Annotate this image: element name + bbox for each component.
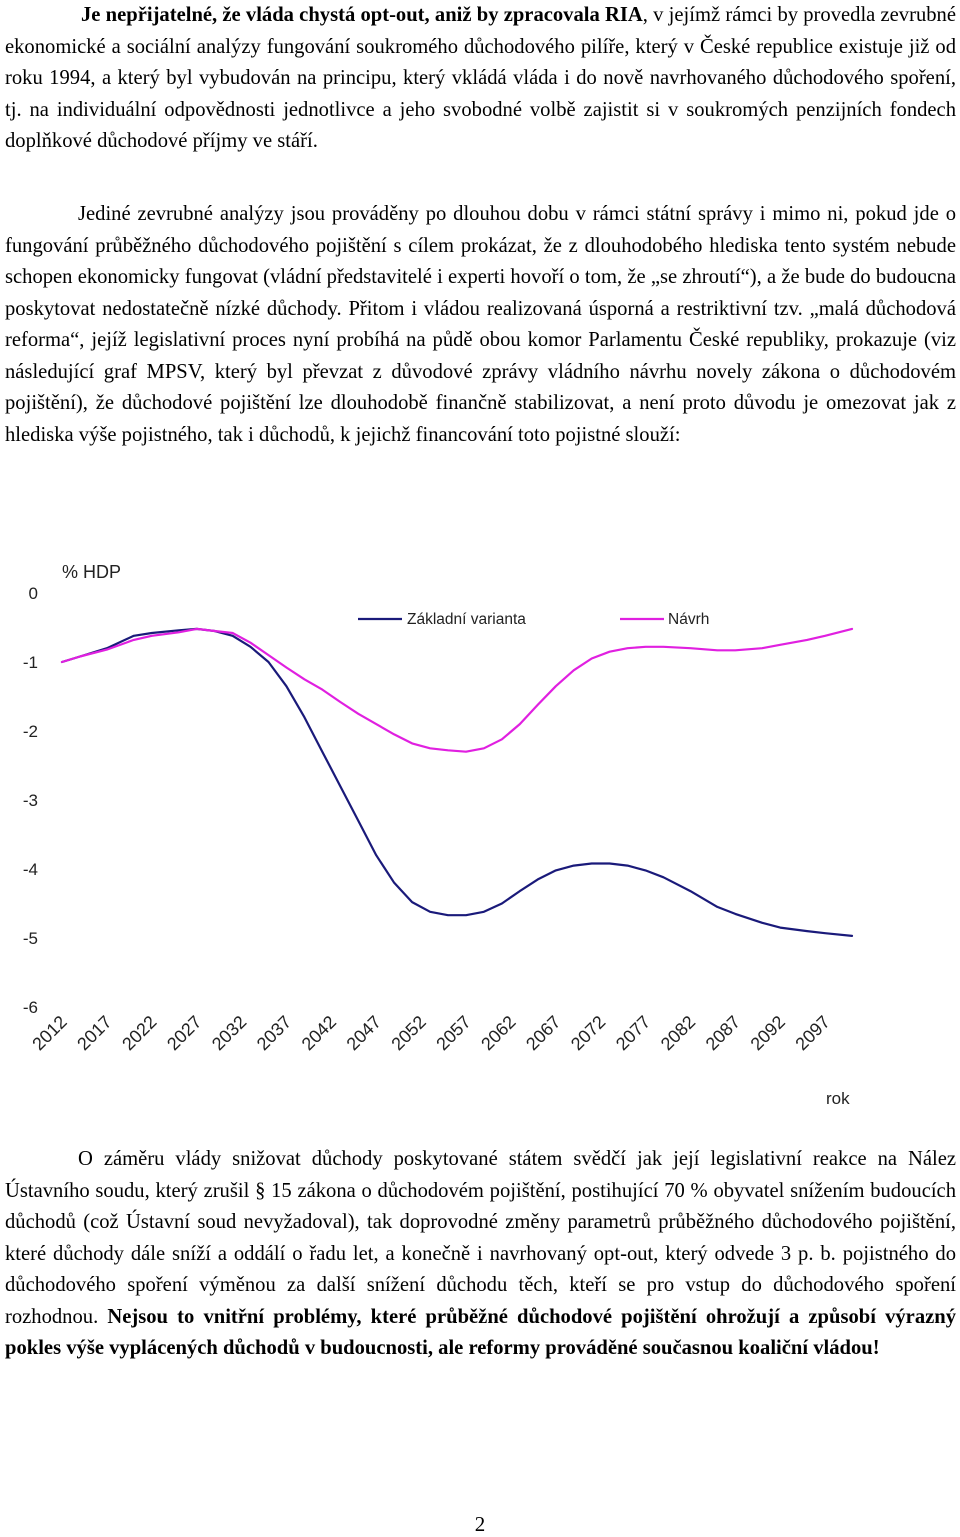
paragraph-conclusion: O záměru vlády snižovat důchody poskytov… bbox=[5, 1144, 956, 1365]
x-tick-label: 2047 bbox=[343, 1012, 385, 1054]
y-tick-label: -5 bbox=[23, 929, 38, 948]
y-tick-labels: 0 -1 -2 -3 -4 -5 -6 bbox=[23, 584, 38, 1017]
x-tick-label: 2062 bbox=[477, 1012, 519, 1054]
legend-label: Základní varianta bbox=[407, 611, 526, 628]
x-tick-label: 2012 bbox=[28, 1012, 70, 1054]
series-line-navrh bbox=[60, 627, 854, 753]
x-tick-label: 2037 bbox=[253, 1012, 295, 1054]
pension-balance-chart: % HDP Základní varianta Návrh 0 -1 -2 -3 -4 -5… bbox=[23, 562, 854, 1108]
paragraph-conclusion-text: O záměru vlády snižovat důchody poskytov… bbox=[5, 1148, 956, 1328]
x-tick-label: 2017 bbox=[73, 1012, 115, 1054]
y-tick-label: -2 bbox=[23, 722, 38, 741]
paragraph-analyses: Jediné zevrubné analýzy jsou prováděny p… bbox=[5, 199, 956, 451]
y-tick-label: -3 bbox=[23, 791, 38, 810]
y-axis-title-label: % HDP bbox=[62, 562, 121, 582]
page-number: 2 bbox=[474, 1512, 486, 1536]
y-tick-label: -6 bbox=[23, 998, 38, 1017]
x-axis-title-label: rok bbox=[826, 1089, 850, 1108]
legend-label: Návrh bbox=[668, 611, 709, 628]
series-lines bbox=[60, 627, 854, 937]
x-tick-label: 2092 bbox=[747, 1012, 789, 1054]
paragraph-ria-text: , v jejímž rámci by provedla zevrubné ek… bbox=[5, 4, 956, 152]
y-tick-label: -4 bbox=[23, 860, 38, 879]
x-tick-label: 2077 bbox=[612, 1012, 654, 1054]
paragraph-conclusion-bold-tail: Nejsou to vnitřní problémy, které průběž… bbox=[5, 1305, 957, 1360]
paragraph-ria: Je nepřijatelné, že vláda chystá opt-out… bbox=[5, 0, 956, 158]
y-axis-title: % HDP bbox=[62, 562, 121, 582]
x-tick-label: 2087 bbox=[702, 1012, 744, 1054]
x-tick-label: 2022 bbox=[118, 1012, 160, 1054]
x-tick-label: 2082 bbox=[657, 1012, 699, 1054]
x-tick-label: 2057 bbox=[432, 1012, 474, 1054]
x-tick-label: 2072 bbox=[567, 1012, 609, 1054]
x-tick-labels: 2012 2017 2022 2027 2032 2037 2042 2047 2052 2057… bbox=[28, 1012, 834, 1054]
x-tick-label: 2067 bbox=[522, 1012, 564, 1054]
x-tick-label: 2042 bbox=[298, 1012, 340, 1054]
x-tick-label: 2097 bbox=[791, 1012, 833, 1054]
x-axis-title: rok bbox=[826, 1089, 850, 1108]
y-tick-label: -1 bbox=[23, 653, 38, 672]
series-line-zakladni-varianta bbox=[60, 627, 854, 937]
chart-legend: Základní varianta Návrh bbox=[358, 611, 709, 628]
paragraph-ria-bold-lead: Je nepřijatelné, že vláda chystá opt-out… bbox=[81, 4, 643, 26]
x-tick-label: 2052 bbox=[387, 1012, 429, 1054]
y-tick-label: 0 bbox=[29, 584, 38, 603]
x-tick-label: 2027 bbox=[163, 1012, 205, 1054]
paragraph-analyses-text: Jediné zevrubné analýzy jsou prováděny p… bbox=[5, 203, 956, 446]
x-tick-label: 2032 bbox=[208, 1012, 250, 1054]
